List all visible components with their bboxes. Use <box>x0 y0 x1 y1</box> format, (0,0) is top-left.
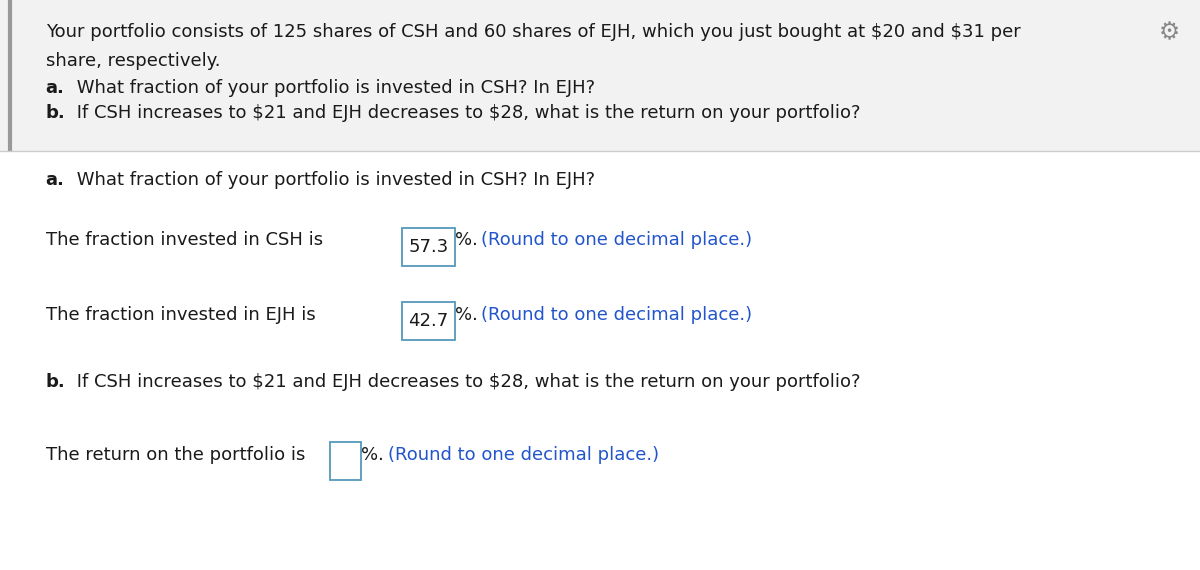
Bar <box>0 0 1200 151</box>
Text: b.: b. <box>46 104 65 122</box>
Text: 42.7: 42.7 <box>408 312 449 330</box>
Text: The fraction invested in CSH is: The fraction invested in CSH is <box>46 231 329 250</box>
Text: %.: %. <box>455 306 478 324</box>
Text: If CSH increases to \$21 and EJH decreases to \$28, what is the return on your p: If CSH increases to \$21 and EJH decreas… <box>71 104 860 122</box>
Text: What fraction of your portfolio is invested in CSH? In EJH?: What fraction of your portfolio is inves… <box>71 79 595 97</box>
Text: (Round to one decimal place.): (Round to one decimal place.) <box>388 446 659 464</box>
Text: share, respectively.: share, respectively. <box>46 52 220 71</box>
Text: 57.3: 57.3 <box>408 238 449 256</box>
FancyBboxPatch shape <box>402 228 455 266</box>
Text: Your portfolio consists of 125 shares of CSH and 60 shares of EJH, which you jus: Your portfolio consists of 125 shares of… <box>46 23 1020 41</box>
Text: a.: a. <box>46 171 65 189</box>
Text: b.: b. <box>46 373 65 392</box>
Text: If CSH increases to \$21 and EJH decreases to \$28, what is the return on your p: If CSH increases to \$21 and EJH decreas… <box>71 373 860 392</box>
Text: The fraction invested in EJH is: The fraction invested in EJH is <box>46 306 322 324</box>
Text: (Round to one decimal place.): (Round to one decimal place.) <box>481 306 752 324</box>
FancyBboxPatch shape <box>330 442 361 480</box>
Text: (Round to one decimal place.): (Round to one decimal place.) <box>481 231 752 250</box>
Text: ⚙: ⚙ <box>1158 20 1180 44</box>
Text: %.: %. <box>455 231 478 250</box>
Text: %.: %. <box>361 446 384 464</box>
Text: What fraction of your portfolio is invested in CSH? In EJH?: What fraction of your portfolio is inves… <box>71 171 595 189</box>
Text: a.: a. <box>46 79 65 97</box>
Text: The return on the portfolio is: The return on the portfolio is <box>46 446 311 464</box>
FancyBboxPatch shape <box>402 302 455 340</box>
